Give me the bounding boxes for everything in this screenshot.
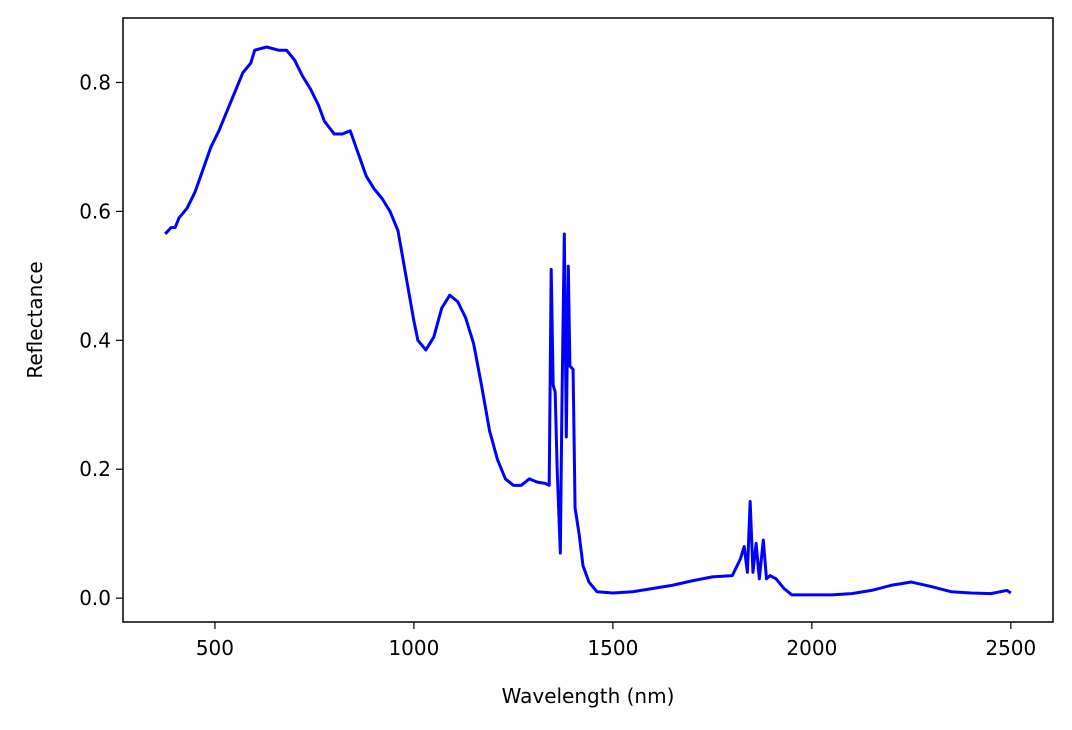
y-tick-label: 0.0 [79,586,111,610]
x-tick-label: 2000 [786,636,837,660]
x-tick-label: 2500 [985,636,1036,660]
plot-frame [122,17,1054,623]
y-tick-label: 0.4 [79,328,111,352]
y-tick-label: 0.8 [79,70,111,94]
x-tick-label: 1000 [388,636,439,660]
data-line [164,45,1012,597]
y-tick-label: 0.2 [79,457,111,481]
x-axis-label: Wavelength (nm) [502,684,675,708]
y-axis-label: Reflectance [23,261,47,378]
x-tick-label: 500 [196,636,234,660]
y-tick-label: 0.6 [79,199,111,223]
x-tick-label: 1500 [587,636,638,660]
